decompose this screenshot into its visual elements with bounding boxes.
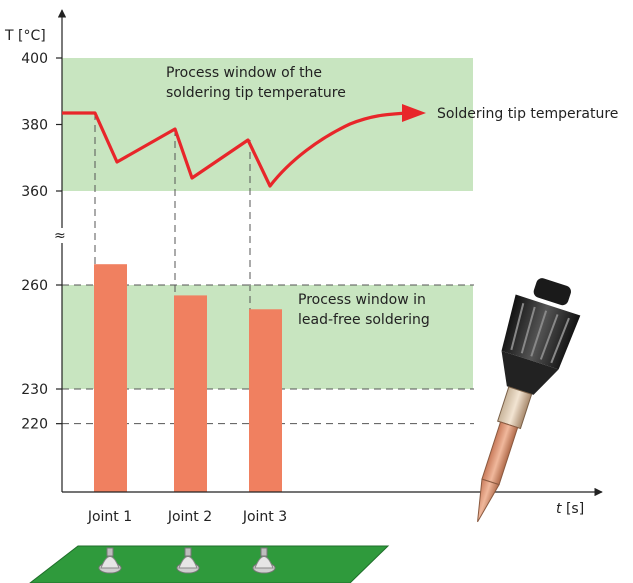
tip-window-label-line1: Process window of the xyxy=(166,65,322,81)
joint-bars xyxy=(94,264,282,492)
tip-curve-arrowhead xyxy=(402,104,426,122)
axis-break-symbol: ≈ xyxy=(54,228,66,244)
tip-process-window xyxy=(62,58,473,191)
joint-label-3: Joint 3 xyxy=(242,509,287,525)
lead-free-window-label-line1: Process window in xyxy=(298,292,426,308)
joint-bar-2 xyxy=(174,295,207,492)
joint-labels: Joint 1 Joint 2 Joint 3 xyxy=(87,509,287,525)
y-tick-label-230: 230 xyxy=(21,382,48,398)
soldering-iron-illustration xyxy=(477,278,581,523)
tip-window-label-line2: soldering tip temperature xyxy=(166,85,346,101)
tip-temperature-curve xyxy=(62,111,411,188)
y-tick-label-220: 220 xyxy=(21,417,48,433)
y-ticks: 400 380 360 260 230 220 xyxy=(21,51,62,433)
joint-label-2: Joint 2 xyxy=(167,509,212,525)
y-tick-label-260: 260 xyxy=(21,278,48,294)
y-tick-label-400: 400 xyxy=(21,51,48,67)
solder-joint-3 xyxy=(252,547,276,574)
x-axis-label: t [s] xyxy=(556,501,584,517)
joint-bar-1 xyxy=(94,264,127,492)
tip-curve-label: Soldering tip temperature xyxy=(437,106,618,122)
circuit-board-illustration xyxy=(29,545,390,583)
joint-label-1: Joint 1 xyxy=(87,509,132,525)
y-tick-label-380: 380 xyxy=(21,118,48,134)
solder-joint-1 xyxy=(98,547,122,574)
y-axis-label: T [°C] xyxy=(4,28,46,44)
solder-joint-2 xyxy=(176,547,200,574)
lead-free-window-label-line2: lead-free soldering xyxy=(298,312,430,328)
joint-bar-3 xyxy=(249,309,282,492)
y-tick-label-360: 360 xyxy=(21,184,48,200)
